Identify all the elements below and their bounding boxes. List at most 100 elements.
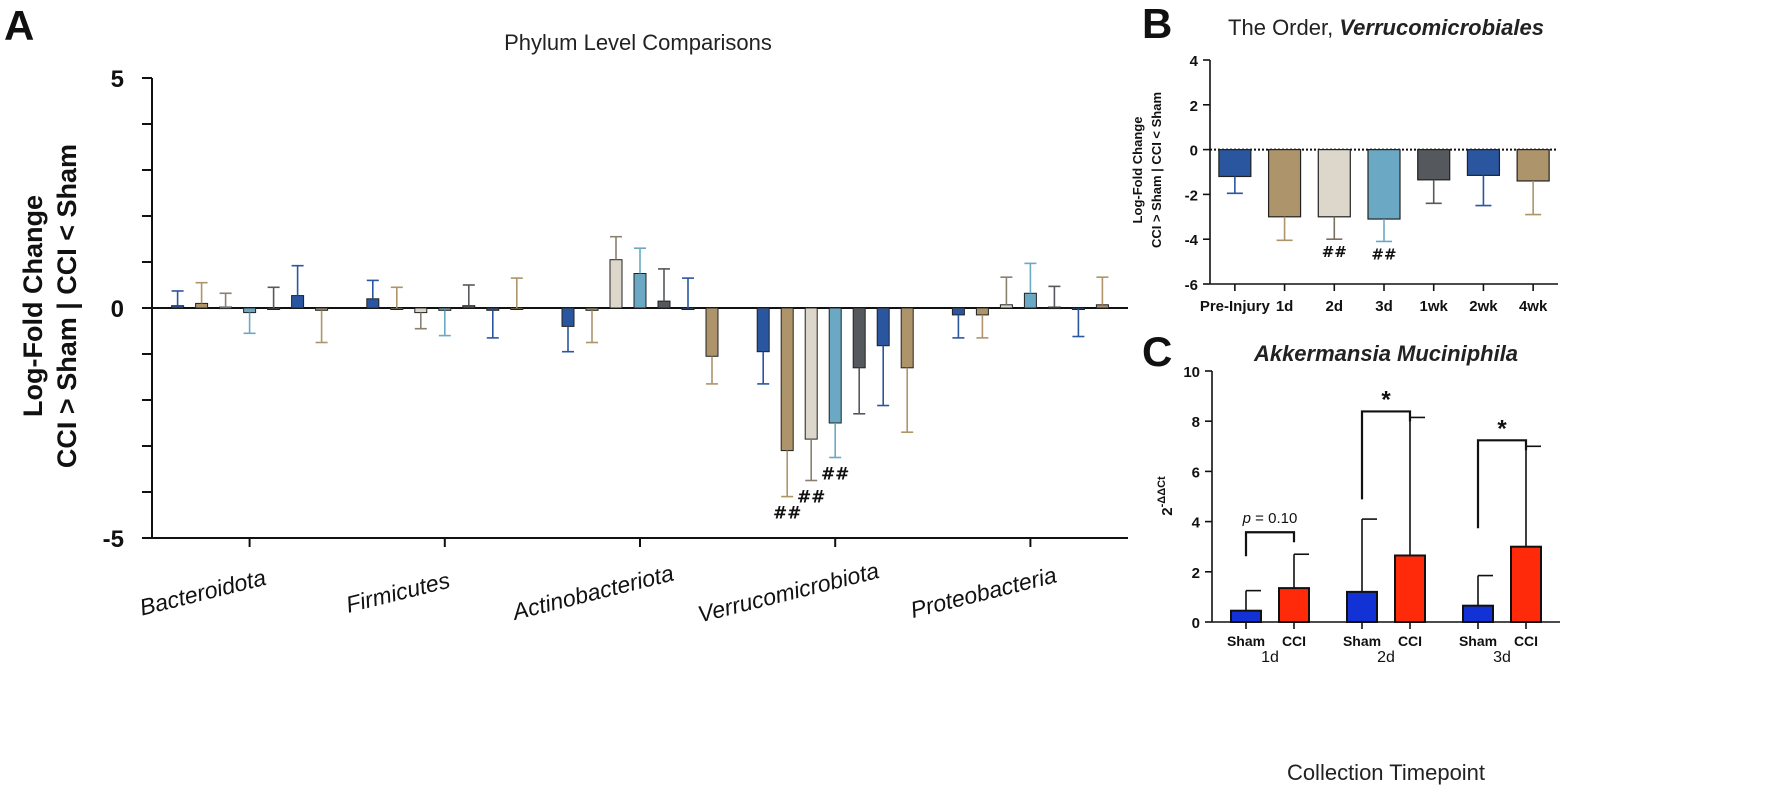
panel-b-ylabel-line1: Log-Fold Change: [1130, 117, 1145, 224]
bar: [462, 305, 476, 309]
bar: [1367, 149, 1401, 220]
significance-marker: ##: [773, 504, 802, 524]
category-label: Verrucomicrobiota: [695, 557, 882, 627]
significance-marker: ##: [1322, 243, 1347, 261]
bracket-label-value: = 0.10: [1251, 510, 1297, 527]
bar: [219, 306, 233, 310]
series-tick-label: Sham: [1343, 633, 1381, 649]
panel-b-letter: B: [1142, 0, 1172, 47]
panel-c-letter: C: [1142, 328, 1172, 375]
bar: [900, 307, 914, 369]
bar: [951, 307, 965, 316]
bracket-label: *: [1381, 386, 1391, 413]
x-tick-label: 3d: [1375, 298, 1393, 315]
bar: [975, 307, 989, 316]
bar: [609, 259, 623, 309]
panel-b-title: The Order, Verrucomicrobiales: [1228, 15, 1544, 40]
y-tick-label: 4: [1190, 53, 1199, 70]
bar: [195, 302, 209, 309]
bar: [633, 273, 647, 309]
x-tick-label: 4wk: [1519, 298, 1548, 315]
bar: [585, 307, 599, 311]
panel-a-plot: -5 0 5 Bacteroidota Firmicutes Actinobacterio…: [103, 66, 1128, 627]
bar: [414, 307, 428, 314]
x-tick-label: 2d: [1326, 298, 1344, 315]
bar: [390, 307, 404, 310]
group-label: 1d: [1261, 649, 1279, 666]
series-tick-label: CCI: [1282, 633, 1306, 649]
bar: [267, 307, 281, 310]
panel-c-ylabel-base: 2: [1159, 507, 1176, 515]
x-tick-label: 1d: [1276, 298, 1294, 315]
series-tick-label: Sham: [1227, 633, 1265, 649]
bracket-label: *: [1497, 415, 1507, 442]
bar: [291, 295, 305, 309]
bar: [1047, 306, 1061, 310]
y-tick-label: 6: [1192, 464, 1200, 481]
panel-c-ylabel: 2-ΔΔCt: [1156, 476, 1176, 516]
bar: [999, 304, 1013, 309]
panel-b-title-prefix: The Order,: [1228, 15, 1339, 40]
y-tick-label: 5: [111, 66, 124, 93]
y-tick-label: -2: [1185, 187, 1198, 204]
panel-b-plot: -6 -4 -2 0 2 4 Pre-Injury 1d 2d 3d 1wk 2wk 4wk ## ##: [1185, 53, 1558, 315]
bar: [705, 307, 719, 357]
bar: [756, 307, 770, 353]
bar: [876, 307, 890, 347]
group-label: 3d: [1493, 649, 1511, 666]
bar: [366, 298, 380, 309]
bar: [171, 305, 185, 309]
bar: [510, 307, 524, 310]
bar: [1317, 149, 1351, 218]
series-tick-label: Sham: [1459, 633, 1497, 649]
y-tick-label: 2: [1190, 98, 1198, 115]
y-tick-label: 10: [1183, 364, 1200, 381]
significance-bracket: [1244, 531, 1296, 557]
category-label: Bacteroidota: [137, 564, 269, 620]
panel-a-letter: A: [4, 2, 34, 49]
x-tick-label: Pre-Injury: [1200, 298, 1271, 315]
bar: [681, 307, 695, 310]
category-label: Firmicutes: [343, 567, 453, 618]
bar: [1346, 590, 1378, 624]
panel-c-title: Akkermansia Muciniphila: [1253, 341, 1518, 366]
bar: [1417, 149, 1451, 181]
bar: [1516, 149, 1550, 182]
bar: [1267, 149, 1302, 218]
y-tick-label: -5: [103, 526, 124, 553]
bar: [1278, 587, 1310, 623]
panel-b-title-emphasis: Verrucomicrobiales: [1339, 15, 1544, 40]
bar: [804, 307, 818, 440]
y-tick-label: 0: [1190, 143, 1198, 160]
bar: [1218, 149, 1252, 178]
y-tick-label: -6: [1185, 277, 1198, 294]
bar: [657, 300, 671, 309]
bar: [486, 307, 500, 311]
panel-c-xlabel: Collection Timepoint: [1287, 760, 1485, 785]
significance-marker: ##: [1371, 245, 1396, 263]
bar: [243, 307, 257, 314]
panel-b-ylabel-line2: CCI > Sham | CCI < Sham: [1149, 92, 1164, 248]
y-tick-label: -4: [1185, 232, 1199, 249]
bar: [1394, 554, 1426, 623]
bracket-label-p: p: [1242, 510, 1251, 527]
panel-a-title: Phylum Level Comparisons: [504, 30, 772, 55]
bar: [780, 307, 794, 452]
bar: [1462, 604, 1494, 623]
bar: [1095, 304, 1109, 309]
bar: [852, 307, 866, 369]
category-label: Actinobacteriota: [508, 560, 676, 626]
bar: [1023, 292, 1037, 309]
bracket-label: p = 0.10: [1242, 510, 1298, 527]
panel-c-ylabel-sup: -ΔΔCt: [1156, 476, 1168, 507]
series-tick-label: CCI: [1398, 633, 1422, 649]
bar: [1466, 149, 1501, 176]
panel-a-ylabel: Log-Fold Change CCI > Sham | CCI < Sham: [18, 144, 82, 468]
category-label: Proteobacteria: [908, 562, 1059, 623]
bar: [828, 307, 842, 424]
significance-bracket: [1360, 410, 1412, 500]
x-tick-label: 1wk: [1420, 298, 1449, 315]
bar: [438, 307, 452, 311]
y-tick-label: 2: [1192, 565, 1200, 582]
bar: [1230, 609, 1262, 624]
